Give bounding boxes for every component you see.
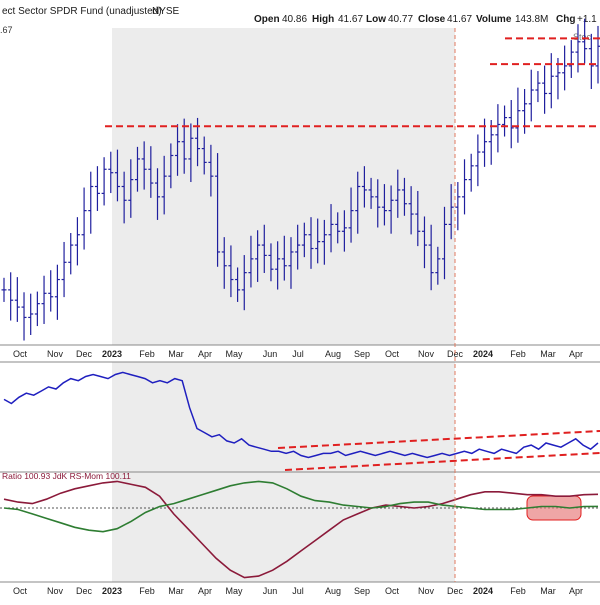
x-tick-label-lower: Sep	[354, 586, 370, 596]
x-tick-label-lower: Feb	[510, 586, 526, 596]
price-corner-value: .67	[0, 25, 13, 35]
x-tick-label-upper: Mar	[540, 349, 556, 359]
shaded-periods	[0, 28, 600, 600]
x-tick-label-lower: Mar	[540, 586, 556, 596]
x-tick-label-lower: Oct	[13, 586, 28, 596]
x-tick-label-upper: Oct	[13, 349, 28, 359]
x-tick-label-lower: Dec	[76, 586, 93, 596]
close-label: Close	[418, 14, 446, 25]
x-tick-label-upper: Nov	[418, 349, 435, 359]
x-tick-label-upper: Oct	[385, 349, 400, 359]
volume-label: Volume	[476, 14, 512, 25]
x-tick-label-upper: Apr	[198, 349, 212, 359]
high-label: High	[312, 14, 334, 25]
chg-label: Chg	[556, 14, 575, 25]
x-tick-label-lower: Oct	[385, 586, 400, 596]
x-tick-label-lower: Nov	[47, 586, 64, 596]
x-tick-label-upper: Nov	[47, 349, 64, 359]
x-tick-label-lower: Jul	[292, 586, 304, 596]
indicator-label: Ratio 100.93 JdK RS-Mom 100.11	[2, 471, 131, 481]
x-tick-label-upper: Jul	[292, 349, 304, 359]
x-tick-label-lower: 2023	[102, 586, 122, 596]
x-tick-label-upper: Feb	[139, 349, 155, 359]
open-value: 40.86	[282, 14, 307, 25]
low-value: 40.77	[388, 14, 413, 25]
open-label: Open	[254, 14, 280, 25]
x-tick-label-upper: May	[225, 349, 243, 359]
x-tick-label-lower: Nov	[418, 586, 435, 596]
logo-text: Stoc	[573, 32, 592, 42]
x-tick-label-lower: Dec	[447, 586, 464, 596]
x-tick-label-upper: Sep	[354, 349, 370, 359]
x-tick-label-lower: Jun	[263, 586, 278, 596]
high-value: 41.67	[338, 14, 363, 25]
x-tick-label-lower: May	[225, 586, 243, 596]
x-tick-label-upper: Dec	[76, 349, 93, 359]
x-tick-label-lower: 2024	[473, 586, 493, 596]
x-tick-label-upper: 2024	[473, 349, 493, 359]
x-tick-label-upper: Feb	[510, 349, 526, 359]
x-tick-label-upper: Apr	[569, 349, 583, 359]
low-label: Low	[366, 14, 386, 25]
close-value: 41.67	[447, 14, 472, 25]
volume-value: 143.8M	[515, 14, 548, 25]
x-tick-label-lower: Apr	[198, 586, 212, 596]
x-tick-label-upper: Aug	[325, 349, 341, 359]
shaded-band-2023	[112, 28, 455, 582]
x-tick-label-upper: Jun	[263, 349, 278, 359]
x-tick-label-lower: Aug	[325, 586, 341, 596]
x-tick-label-upper: Mar	[168, 349, 184, 359]
x-tick-label-lower: Mar	[168, 586, 184, 596]
x-tick-label-lower: Apr	[569, 586, 583, 596]
chg-value: +1.1	[577, 14, 597, 25]
exchange-label: NYSE	[152, 6, 180, 17]
chart-title: ect Sector SPDR Fund (unadjusted)	[2, 6, 162, 17]
x-tick-label-upper: 2023	[102, 349, 122, 359]
x-tick-label-lower: Feb	[139, 586, 155, 596]
